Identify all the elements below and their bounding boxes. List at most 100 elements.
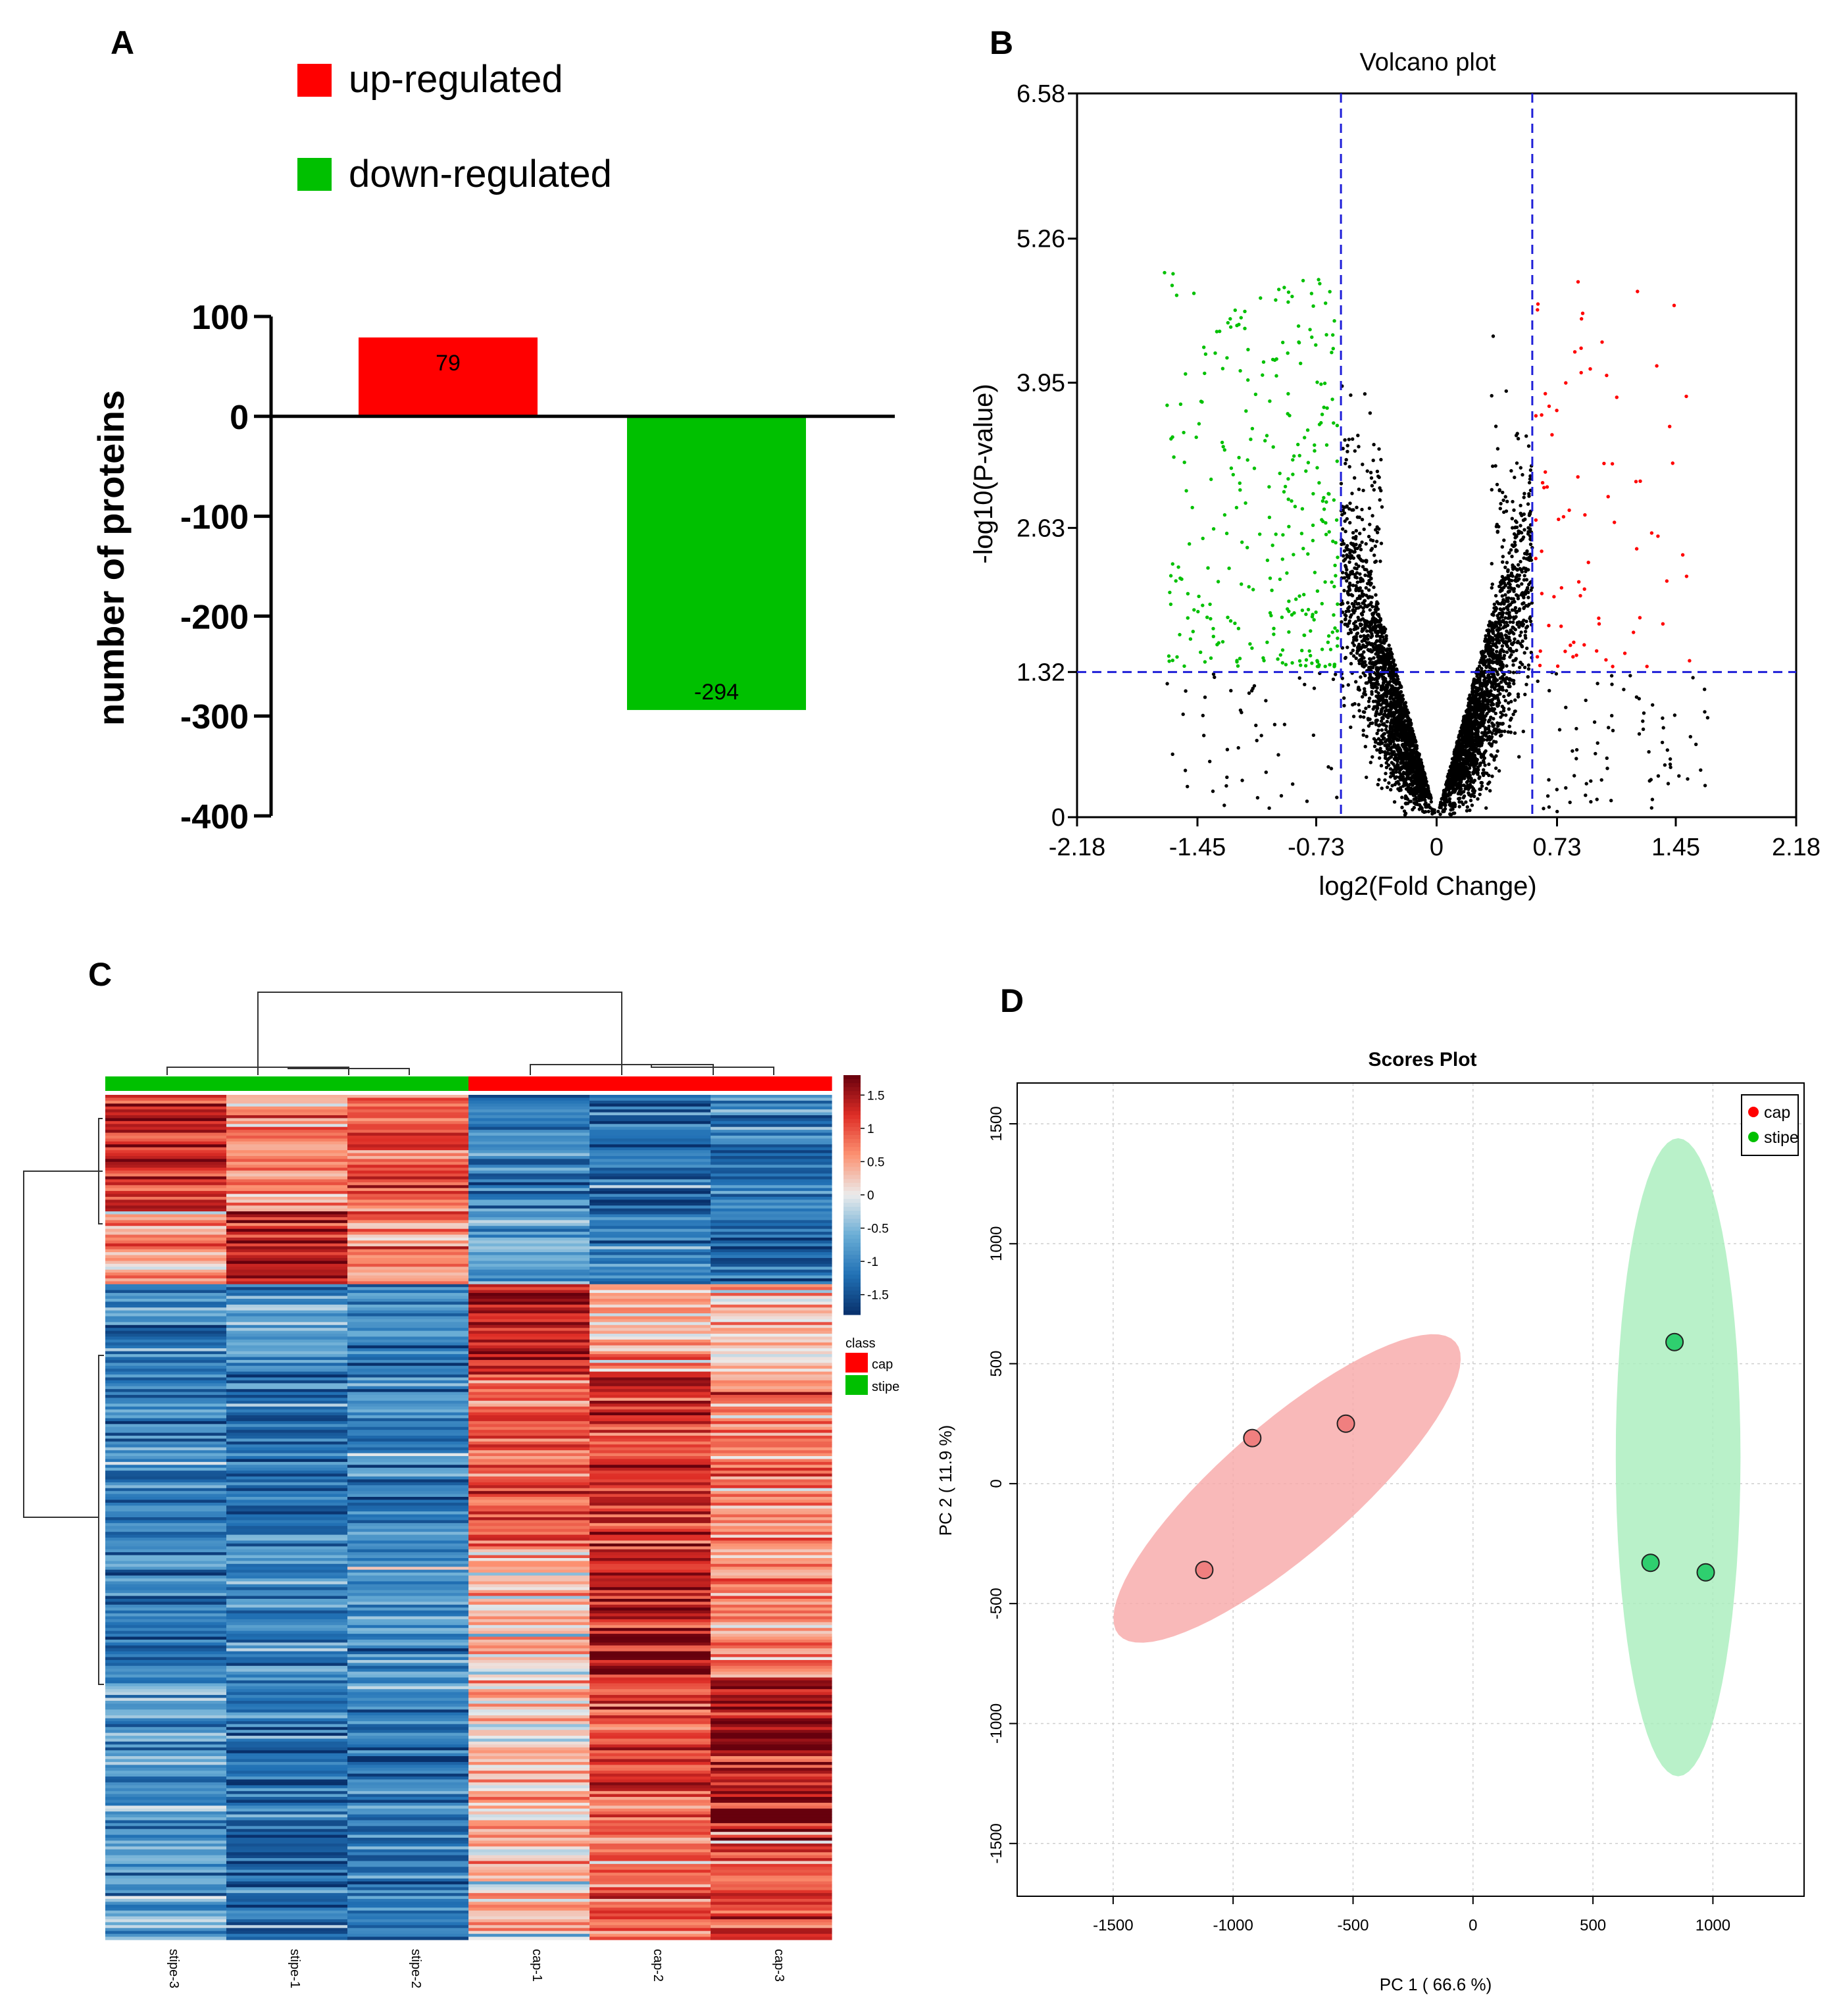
point-not-significant <box>1391 671 1395 675</box>
point-not-significant <box>1460 773 1464 778</box>
point-not-significant <box>1442 794 1446 798</box>
point-down-regulated <box>1228 619 1233 623</box>
point-not-significant <box>1499 680 1503 684</box>
heatmap-cell <box>711 1339 832 1343</box>
point-not-significant <box>1478 714 1482 718</box>
point-not-significant <box>1403 751 1407 755</box>
heatmap-cell <box>590 1369 711 1373</box>
heatmap-cell <box>711 1359 832 1363</box>
point-not-significant <box>1238 708 1243 713</box>
point-not-significant <box>1610 714 1614 718</box>
point-not-significant <box>1251 686 1255 691</box>
point-not-significant <box>1359 675 1363 679</box>
heatmap-cell <box>590 1115 711 1119</box>
point-down-regulated <box>1188 542 1192 546</box>
heatmap-cell <box>468 1097 590 1101</box>
point-down-regulated <box>1216 580 1220 584</box>
point-not-significant <box>1519 524 1522 528</box>
heatmap-cell <box>590 1135 711 1140</box>
point-not-significant <box>1527 491 1531 496</box>
point-up-regulated <box>1559 586 1563 590</box>
heatmap-cell <box>711 1278 832 1282</box>
heatmap-cell <box>711 1267 832 1271</box>
point-not-significant <box>1358 532 1362 536</box>
point-up-regulated <box>1684 574 1689 578</box>
heatmap-cell <box>226 1155 348 1160</box>
heatmap-cell <box>711 1351 832 1355</box>
point-up-regulated <box>1555 664 1560 668</box>
heatmap-cell <box>105 1126 227 1130</box>
heatmap-cell <box>711 1115 832 1119</box>
point-down-regulated <box>1206 566 1210 570</box>
point-not-significant <box>1461 719 1465 723</box>
point-up-regulated <box>1680 553 1685 557</box>
point-not-significant <box>1363 573 1367 577</box>
point-down-regulated <box>1222 448 1227 452</box>
heatmap-cell <box>226 1191 348 1195</box>
point-not-significant <box>1418 795 1422 799</box>
heatmap-cell <box>105 1237 227 1241</box>
heatmap-cell <box>468 1296 590 1299</box>
point-not-significant <box>1353 476 1357 480</box>
heatmap-cell <box>226 1153 348 1157</box>
point-not-significant <box>1524 626 1528 630</box>
point-down-regulated <box>1225 356 1229 360</box>
point-not-significant <box>1181 712 1185 717</box>
point-down-regulated <box>1296 442 1300 447</box>
heatmap-cell <box>590 1281 711 1285</box>
point-not-significant <box>1413 765 1417 769</box>
point-not-significant <box>1634 695 1639 699</box>
point-not-significant <box>1481 723 1485 727</box>
point-up-regulated <box>1572 350 1577 354</box>
heatmap-cell <box>347 1342 469 1346</box>
heatmap-cell <box>711 1179 832 1183</box>
heatmap-cell <box>347 1257 469 1261</box>
heatmap-cell <box>105 1171 227 1174</box>
point-up-regulated <box>1615 395 1619 399</box>
point-not-significant <box>1396 728 1400 732</box>
point-not-significant <box>1453 768 1457 772</box>
point-down-regulated <box>1250 426 1255 431</box>
point-not-significant <box>1482 653 1486 658</box>
point-down-regulated <box>1234 505 1239 510</box>
point-up-regulated <box>1540 549 1544 553</box>
point-not-significant <box>1341 527 1345 531</box>
heatmap-cell <box>347 1339 469 1343</box>
heatmap-cell <box>347 1100 469 1104</box>
point-down-regulated <box>1246 347 1250 351</box>
point-not-significant <box>1499 649 1503 653</box>
point-not-significant <box>1476 728 1480 732</box>
point-not-significant <box>1395 715 1400 719</box>
point-not-significant <box>1370 547 1374 551</box>
point-not-significant <box>1395 732 1399 737</box>
heatmap-cell <box>711 1155 832 1160</box>
heatmap-cell <box>105 1363 227 1367</box>
point-down-regulated <box>1233 621 1237 625</box>
point-up-regulated <box>1602 461 1606 466</box>
heatmap-cell <box>711 1232 832 1236</box>
point-down-regulated <box>1262 659 1266 663</box>
point-not-significant <box>1465 805 1469 809</box>
point-not-significant <box>1186 784 1190 789</box>
heatmap-cell <box>226 1112 348 1116</box>
heatmap-cell <box>711 1389 832 1393</box>
point-down-regulated <box>1287 630 1291 634</box>
point-not-significant <box>1605 756 1609 761</box>
point-down-regulated <box>1310 661 1314 665</box>
point-up-regulated <box>1583 513 1587 517</box>
point-down-regulated <box>1301 547 1305 551</box>
heatmap-cell <box>711 1130 832 1134</box>
point-not-significant <box>1451 807 1455 811</box>
heatmap-cell <box>347 1217 469 1221</box>
point-not-significant <box>1267 806 1271 810</box>
heatmap-cell <box>590 1293 711 1297</box>
point-not-significant <box>1484 806 1488 810</box>
point-down-regulated <box>1332 584 1336 589</box>
heatmap-cell <box>226 1214 348 1218</box>
point-not-significant <box>1376 694 1380 699</box>
point-not-significant <box>1529 588 1533 592</box>
point-not-significant <box>1485 738 1489 742</box>
point-not-significant <box>1377 527 1381 531</box>
point-not-significant <box>1467 763 1471 767</box>
heatmap-cell <box>226 1351 348 1355</box>
